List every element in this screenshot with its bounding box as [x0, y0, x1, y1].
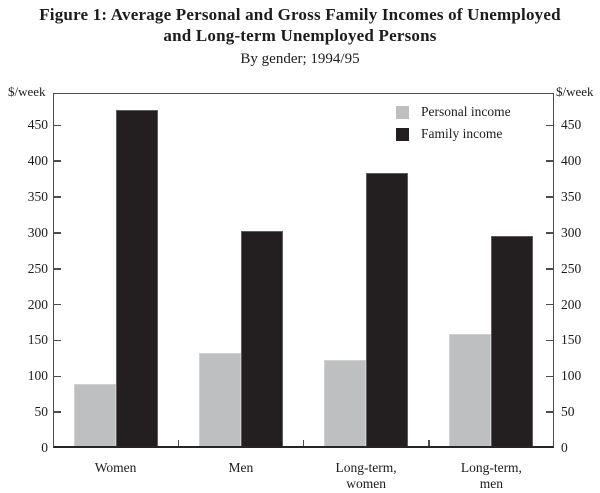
y-axis-tick [53, 303, 61, 306]
y-axis-tick [546, 124, 554, 126]
bar-group [178, 93, 303, 448]
y-axis-unit-right: $/week [556, 84, 594, 99]
y-tick-label: 300 [27, 224, 48, 240]
y-axis-tick [546, 411, 554, 413]
x-category-label: Long-term, women [335, 460, 397, 491]
y-tick-label: 0 [561, 440, 568, 455]
x-axis-tick [177, 440, 179, 448]
x-category-label: Men [228, 460, 254, 475]
y-axis-tick [546, 196, 554, 198]
bar-group [53, 93, 178, 448]
chart-subtitle: By gender; 1994/95 [240, 51, 360, 67]
bar-personal-income [324, 359, 367, 448]
plot-area [53, 93, 554, 448]
y-tick-label: 400 [27, 153, 48, 169]
y-axis-tick [53, 375, 61, 377]
bar-group [304, 93, 429, 448]
y-tick-label: 100 [27, 368, 48, 384]
y-axis-tick [546, 303, 554, 306]
y-axis-tick [53, 339, 61, 342]
y-tick-label: 350 [561, 189, 582, 204]
y-axis-tick [53, 232, 61, 234]
x-axis-tick [302, 440, 305, 448]
y-tick-label: 50 [34, 404, 49, 420]
y-tick-label: 250 [561, 260, 582, 276]
y-tick-label: 150 [561, 332, 582, 348]
y-axis-tick [53, 160, 61, 162]
bar-personal-income [449, 334, 492, 448]
y-axis-tick [546, 268, 554, 270]
chart-title-line-2: and Long-term Unemployed Persons [163, 26, 437, 45]
y-axis-tick [53, 268, 61, 270]
chart-title-line-1: Figure 1: Average Personal and Gross Fam… [39, 5, 561, 24]
y-tick-label: 400 [561, 153, 582, 169]
y-tick-label: 350 [27, 189, 48, 204]
legend-label: Family income [421, 126, 503, 141]
y-axis-tick [53, 124, 61, 126]
bar-family-income [491, 236, 534, 448]
bar-family-income [115, 110, 158, 448]
y-tick-label: 200 [27, 296, 48, 312]
y-axis-tick [546, 232, 554, 234]
legend: Personal income Family income [396, 101, 511, 145]
y-axis-tick [546, 160, 554, 162]
y-tick-label: 200 [561, 296, 582, 312]
y-axis-tick [546, 339, 554, 342]
y-tick-label: 250 [27, 260, 48, 276]
y-tick-label: 300 [561, 224, 582, 240]
legend-item-family-income: Family income [396, 123, 511, 145]
x-axis-tick [428, 440, 430, 448]
y-axis-unit-left: $/week [8, 84, 46, 99]
bar-personal-income [73, 383, 116, 448]
bars-layer [53, 93, 554, 448]
y-tick-label: 150 [27, 332, 48, 348]
y-tick-label: 0 [41, 440, 48, 455]
legend-swatch-family-income-icon [396, 127, 409, 141]
legend-label: Personal income [421, 104, 511, 119]
x-category-label: Long-term, men [460, 460, 522, 491]
bar-group [429, 93, 554, 448]
chart-title-block: Figure 1: Average Personal and Gross Fam… [0, 4, 600, 69]
y-tick-label: 50 [561, 404, 575, 420]
bar-personal-income [198, 352, 241, 448]
y-axis-tick [53, 196, 61, 198]
bar-family-income [240, 231, 283, 448]
legend-swatch-personal-income-icon [396, 105, 409, 119]
y-tick-label: 450 [27, 117, 48, 133]
bar-family-income [366, 173, 409, 448]
y-axis-tick [53, 411, 61, 413]
legend-item-personal-income: Personal income [396, 101, 511, 123]
y-tick-label: 450 [561, 117, 582, 133]
x-category-label: Women [94, 460, 137, 475]
y-tick-label: 100 [561, 368, 582, 384]
y-axis-tick [546, 375, 554, 377]
